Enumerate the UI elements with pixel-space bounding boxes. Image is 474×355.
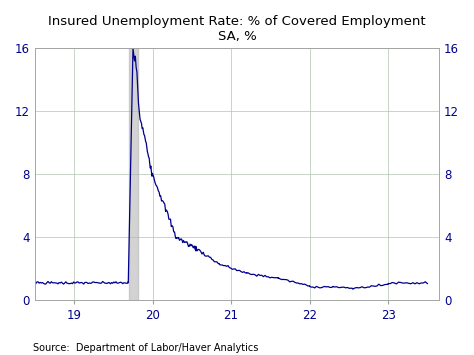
Bar <box>129 48 138 300</box>
Title: Insured Unemployment Rate: % of Covered Employment
SA, %: Insured Unemployment Rate: % of Covered … <box>48 15 426 43</box>
Text: Source:  Department of Labor/Haver Analytics: Source: Department of Labor/Haver Analyt… <box>33 343 258 354</box>
